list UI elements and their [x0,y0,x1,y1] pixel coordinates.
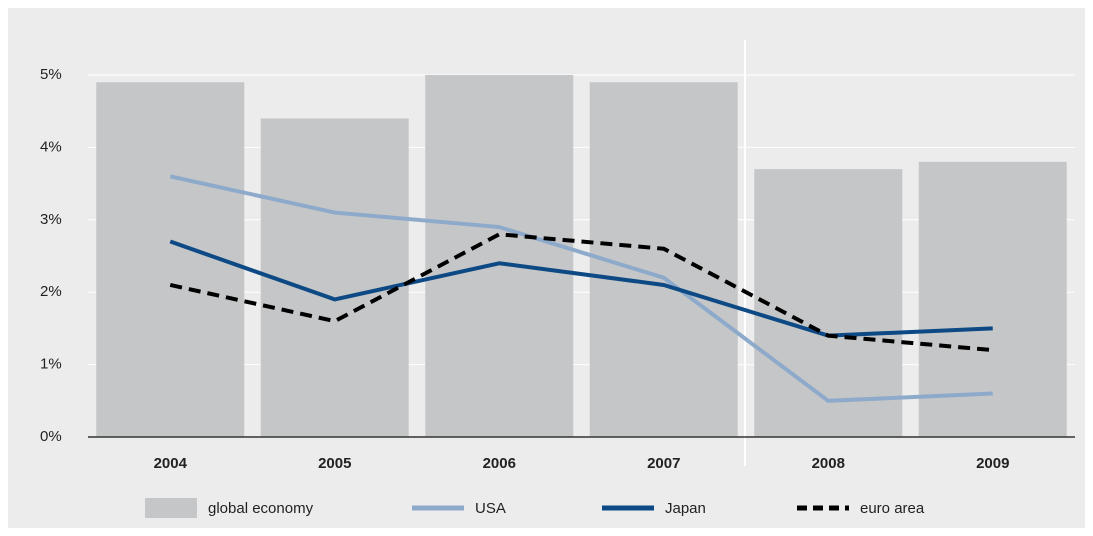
y-tick-label: 2% [40,283,62,300]
line-series [169,239,993,338]
bar [754,169,903,437]
bar [589,82,738,438]
legend-label: euro area [860,500,925,517]
bar [425,75,574,437]
bar [260,118,409,437]
y-tick-label: 0% [40,428,62,445]
y-tick-label: 1% [40,356,62,373]
y-tick-label: 3% [40,211,62,228]
x-tick-label: 2007 [647,455,680,472]
bar [918,161,1067,437]
legend-label: Japan [665,500,706,517]
line-series [169,174,993,403]
x-tick-label: 2009 [976,455,1009,472]
x-tick-label: 2006 [483,455,516,472]
legend-swatch [145,498,197,518]
x-tick-label: 2008 [812,455,845,472]
legend-label: USA [475,500,506,517]
x-tick-label: 2004 [154,455,188,472]
y-tick-label: 5% [40,66,62,83]
y-tick-label: 4% [40,138,62,155]
line-series [169,232,993,353]
x-tick-label: 2005 [318,455,351,472]
legend-label: global economy [208,500,314,517]
